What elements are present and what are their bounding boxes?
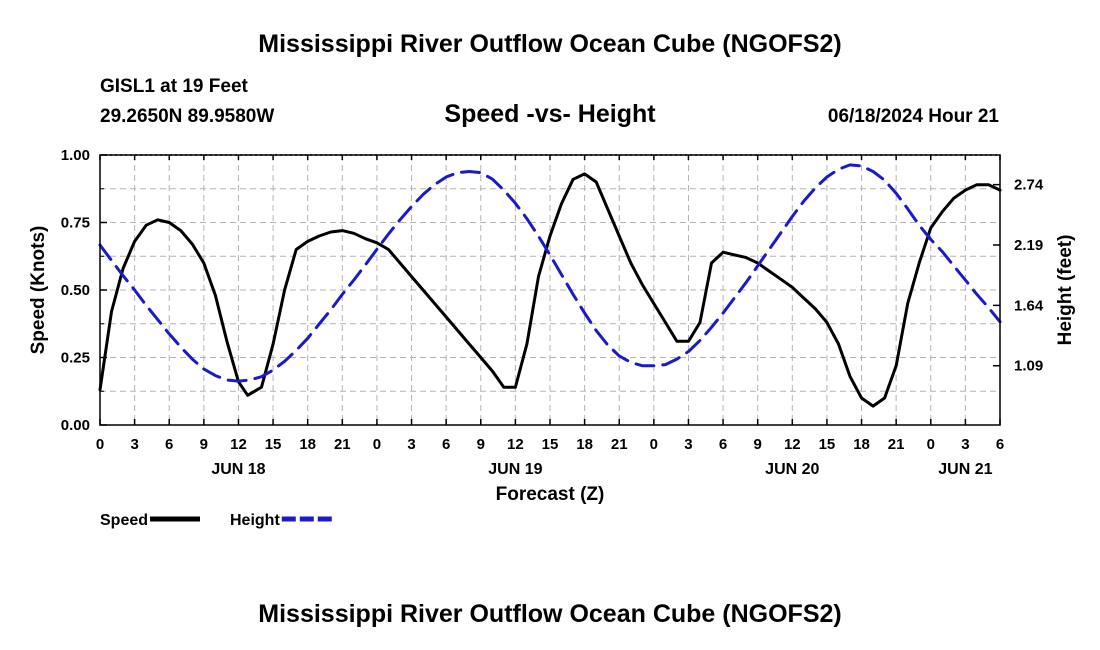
- x-tick-label: 21: [334, 436, 351, 453]
- x-tick-label: 18: [299, 436, 316, 453]
- right-axis-label: Height (feet): [1055, 235, 1076, 346]
- right-tick-label: 1.09: [1014, 358, 1043, 375]
- left-axis-label: Speed (Knots): [28, 226, 49, 355]
- legend: Speed Height: [100, 512, 332, 529]
- legend-label-speed: Speed: [100, 512, 148, 529]
- x-tick-label: 18: [576, 436, 593, 453]
- x-tick-label: 12: [507, 436, 524, 453]
- main-title: Mississippi River Outflow Ocean Cube (NG…: [258, 30, 842, 58]
- x-day-label: JUN 20: [765, 461, 819, 478]
- x-tick-label: 3: [407, 436, 415, 453]
- x-tick-label: 15: [542, 436, 559, 453]
- x-day-label: JUN 21: [938, 461, 992, 478]
- x-tick-label: 0: [373, 436, 381, 453]
- chart-subtitle: Speed -vs- Height: [444, 100, 656, 128]
- x-tick-label: 3: [961, 436, 969, 453]
- forecast-datetime: 06/18/2024 Hour 21: [827, 106, 999, 127]
- x-day-label: JUN 18: [211, 461, 265, 478]
- x-tick-label: 6: [996, 436, 1004, 453]
- x-tick-label: 15: [819, 436, 836, 453]
- right-tick-label: 2.74: [1014, 177, 1044, 194]
- x-tick-label: 21: [888, 436, 905, 453]
- x-tick-label: 9: [200, 436, 208, 453]
- left-tick-label: 0.25: [61, 350, 90, 367]
- x-tick-label: 0: [96, 436, 104, 453]
- left-tick-label: 0.50: [61, 282, 90, 299]
- right-tick-label: 1.64: [1014, 297, 1044, 314]
- series-layer: [98, 163, 1002, 408]
- x-tick-label: 6: [719, 436, 727, 453]
- x-tick-label: 9: [477, 436, 485, 453]
- series-line-height: [98, 163, 1002, 383]
- grid-layer: [100, 155, 1000, 425]
- series-line-speed: [98, 172, 1002, 408]
- x-tick-label: 12: [784, 436, 801, 453]
- left-tick-label: 0.00: [61, 417, 90, 434]
- legend-label-height: Height: [230, 512, 280, 529]
- right-tick-label: 2.19: [1014, 237, 1043, 254]
- x-axis-label: Forecast (Z): [496, 484, 605, 505]
- x-tick-label: 18: [853, 436, 870, 453]
- bottom-title: Mississippi River Outflow Ocean Cube (NG…: [258, 600, 842, 628]
- left-tick-label: 0.75: [61, 215, 90, 232]
- x-tick-label: 21: [611, 436, 628, 453]
- station-label: GISL1 at 19 Feet: [100, 76, 248, 97]
- x-tick-label: 15: [265, 436, 282, 453]
- x-tick-label: 12: [230, 436, 247, 453]
- station-coordinates: 29.2650N 89.9580W: [100, 106, 275, 127]
- axis-layer: 0 3 6 9 12 15 18 21 0 3 6 9 12 15 18 21 0 3 6 9 12 15 18 21 0 3 6J…: [61, 147, 1044, 478]
- x-tick-label: 9: [754, 436, 762, 453]
- x-tick-label: 3: [684, 436, 692, 453]
- x-tick-label: 3: [130, 436, 138, 453]
- x-tick-label: 0: [650, 436, 658, 453]
- x-tick-label: 6: [165, 436, 173, 453]
- x-tick-label: 0: [927, 436, 935, 453]
- x-day-label: JUN 19: [488, 461, 542, 478]
- x-tick-label: 6: [442, 436, 450, 453]
- left-tick-label: 1.00: [61, 147, 90, 164]
